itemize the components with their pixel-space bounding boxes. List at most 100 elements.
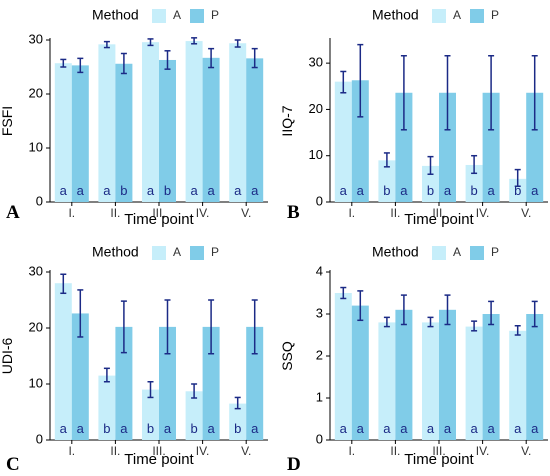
y-tick-label: 0 xyxy=(316,431,323,446)
x-axis-label: Time point xyxy=(124,451,194,468)
significance-letter: a xyxy=(357,183,365,198)
x-tick-label: V. xyxy=(521,206,531,220)
y-tick-label: 2 xyxy=(316,347,323,362)
bar-p xyxy=(71,313,89,440)
y-axis-label: FSFI xyxy=(0,106,15,136)
bar-a xyxy=(422,165,439,202)
x-tick-label: II. xyxy=(390,206,400,220)
y-tick-label: 0 xyxy=(36,431,43,446)
legend-swatch-a xyxy=(432,9,446,23)
legend-swatch-p xyxy=(470,246,484,260)
significance-letter: a xyxy=(251,421,259,436)
y-tick-label: 10 xyxy=(29,139,43,154)
x-tick-label: III. xyxy=(432,444,445,458)
y-tick-label: 10 xyxy=(29,375,43,390)
bar-a xyxy=(465,326,483,440)
bar-p xyxy=(71,65,89,202)
x-tick-label: V. xyxy=(241,206,251,220)
significance-letter: a xyxy=(400,421,408,436)
legend-label-a: A xyxy=(453,245,461,259)
bar-p xyxy=(246,58,264,202)
x-tick-label: II. xyxy=(110,444,120,458)
x-tick-label: II. xyxy=(110,206,120,220)
significance-letter: a xyxy=(120,421,128,436)
panel-letter: A xyxy=(6,202,20,223)
legend-title: Method xyxy=(92,7,139,23)
significance-letter: a xyxy=(103,183,111,198)
x-tick-label: IV. xyxy=(196,444,210,458)
significance-letter: a xyxy=(77,183,85,198)
significance-letter: a xyxy=(207,421,215,436)
x-tick-label: V. xyxy=(521,444,531,458)
bar-a xyxy=(465,164,483,202)
significance-letter: a xyxy=(207,183,215,198)
significance-letter: a xyxy=(444,421,452,436)
bar-a xyxy=(142,42,159,202)
bar-a xyxy=(142,389,159,440)
significance-letter: a xyxy=(251,183,259,198)
legend: Method A P xyxy=(92,7,219,23)
legend-label-p: P xyxy=(491,245,499,259)
bar-a xyxy=(185,41,203,202)
significance-letter: a xyxy=(60,421,68,436)
bar-p xyxy=(115,63,133,203)
legend-label-a: A xyxy=(453,8,461,22)
bar-a xyxy=(509,178,527,202)
panel-letter: C xyxy=(6,454,20,475)
y-tick-label: 4 xyxy=(316,263,323,278)
bar-a xyxy=(54,63,72,202)
legend-swatch-p xyxy=(190,9,204,23)
significance-letter: b xyxy=(120,183,127,198)
legend-title: Method xyxy=(372,7,419,23)
bar-a xyxy=(378,322,396,440)
significance-letter: a xyxy=(487,183,495,198)
significance-letter: b xyxy=(147,421,154,436)
panel-letter: D xyxy=(287,454,301,475)
significance-letter: a xyxy=(340,421,348,436)
bar-a xyxy=(378,160,396,202)
significance-letter: b xyxy=(164,183,171,198)
y-axis-label: IIQ-7 xyxy=(279,105,295,136)
y-tick-label: 0 xyxy=(36,193,43,208)
bar-p xyxy=(439,309,456,440)
bar-a xyxy=(334,293,352,440)
significance-letter: b xyxy=(427,183,434,198)
panel-letter: B xyxy=(287,202,300,223)
bar-a xyxy=(98,375,116,440)
y-tick-label: 30 xyxy=(29,263,43,278)
y-tick-label: 30 xyxy=(309,55,323,70)
y-axis-label: UDI-6 xyxy=(0,338,15,375)
legend-title: Method xyxy=(92,244,139,260)
significance-letter: a xyxy=(234,183,242,198)
bar-p xyxy=(246,326,264,440)
bar-a xyxy=(229,43,247,202)
bar-a xyxy=(54,283,72,440)
bar-p xyxy=(482,92,500,202)
legend-swatch-a xyxy=(152,246,166,260)
bar-p xyxy=(115,326,133,440)
x-axis-label: Time point xyxy=(404,451,474,468)
x-tick-label: IV. xyxy=(196,206,210,220)
bar-a xyxy=(98,44,116,202)
significance-letter: b xyxy=(234,421,241,436)
bar-p xyxy=(526,92,544,202)
bar-p xyxy=(395,92,413,202)
x-tick-label: III. xyxy=(152,206,165,220)
significance-letter: a xyxy=(383,421,391,436)
y-tick-label: 20 xyxy=(29,85,43,100)
legend: Method A P xyxy=(372,244,499,260)
bar-a xyxy=(422,322,439,440)
y-axis-label: SSQ xyxy=(279,341,295,371)
legend-swatch-a xyxy=(152,9,166,23)
significance-letter: a xyxy=(400,183,408,198)
significance-letter: a xyxy=(531,183,539,198)
x-tick-label: III. xyxy=(432,206,445,220)
bar-a xyxy=(229,403,247,440)
y-tick-label: 10 xyxy=(309,147,323,162)
y-tick-label: 30 xyxy=(29,31,43,46)
legend-swatch-p xyxy=(190,246,204,260)
